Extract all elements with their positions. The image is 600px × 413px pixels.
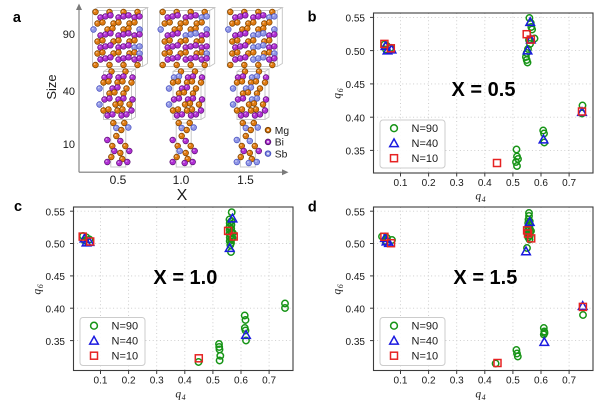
svg-text:0.40: 0.40 — [346, 113, 366, 124]
svg-text:0.2: 0.2 — [422, 178, 436, 189]
svg-text:0.1: 0.1 — [94, 376, 108, 387]
svg-text:0.35: 0.35 — [46, 337, 66, 348]
svg-text:0.45: 0.45 — [346, 80, 366, 91]
svg-text:Size: Size — [44, 74, 59, 99]
svg-text:X: X — [177, 187, 188, 204]
svg-text:N=40: N=40 — [112, 335, 139, 347]
svg-text:0.3: 0.3 — [150, 376, 164, 387]
svg-text:0.4: 0.4 — [478, 178, 492, 189]
svg-text:N=90: N=90 — [412, 123, 439, 135]
svg-text:10: 10 — [63, 139, 75, 151]
svg-text:q6: q6 — [332, 88, 345, 99]
svg-text:90: 90 — [63, 29, 75, 41]
svg-text:1.5: 1.5 — [237, 173, 254, 187]
svg-text:N=40: N=40 — [412, 138, 439, 150]
svg-text:c: c — [14, 199, 22, 215]
svg-text:X = 1.5: X = 1.5 — [453, 267, 517, 289]
svg-text:0.45: 0.45 — [346, 272, 366, 283]
svg-text:q4: q4 — [175, 389, 186, 402]
svg-text:q6: q6 — [32, 284, 45, 295]
svg-text:0.2: 0.2 — [422, 376, 436, 387]
svg-text:0.50: 0.50 — [346, 47, 366, 58]
svg-text:0.6: 0.6 — [534, 178, 548, 189]
svg-text:N=40: N=40 — [412, 335, 439, 347]
svg-text:0.55: 0.55 — [346, 14, 366, 25]
svg-text:N=10: N=10 — [412, 350, 439, 362]
svg-text:q4: q4 — [475, 389, 486, 402]
svg-text:0.3: 0.3 — [450, 376, 464, 387]
svg-text:q6: q6 — [332, 284, 345, 295]
svg-text:N=10: N=10 — [412, 153, 439, 165]
svg-text:0.5: 0.5 — [206, 376, 220, 387]
svg-text:0.50: 0.50 — [46, 240, 66, 251]
svg-text:0.6: 0.6 — [234, 376, 248, 387]
svg-text:0.7: 0.7 — [562, 178, 576, 189]
svg-text:N=90: N=90 — [412, 320, 439, 332]
svg-text:a: a — [13, 10, 22, 26]
svg-text:0.7: 0.7 — [562, 376, 576, 387]
svg-text:X = 1.0: X = 1.0 — [153, 267, 217, 289]
svg-text:0.40: 0.40 — [46, 304, 66, 315]
svg-text:d: d — [308, 199, 317, 215]
svg-text:0.50: 0.50 — [346, 240, 366, 251]
svg-text:X = 0.5: X = 0.5 — [452, 79, 516, 101]
svg-text:0.5: 0.5 — [506, 178, 520, 189]
svg-text:0.35: 0.35 — [346, 147, 366, 158]
svg-text:0.1: 0.1 — [394, 178, 408, 189]
svg-text:0.1: 0.1 — [394, 376, 408, 387]
svg-text:q4: q4 — [475, 191, 486, 204]
svg-text:0.6: 0.6 — [534, 376, 548, 387]
svg-text:0.7: 0.7 — [262, 376, 276, 387]
svg-text:0.2: 0.2 — [122, 376, 136, 387]
svg-text:0.55: 0.55 — [346, 207, 366, 218]
svg-text:1.0: 1.0 — [173, 173, 190, 187]
svg-text:0.4: 0.4 — [478, 376, 492, 387]
svg-text:0.40: 0.40 — [346, 304, 366, 315]
svg-text:0.5: 0.5 — [110, 173, 127, 187]
svg-text:40: 40 — [63, 86, 75, 98]
svg-text:0.35: 0.35 — [346, 337, 366, 348]
svg-text:0.55: 0.55 — [46, 207, 66, 218]
svg-text:Bi: Bi — [275, 138, 284, 149]
svg-text:0.3: 0.3 — [450, 178, 464, 189]
svg-text:N=10: N=10 — [112, 350, 139, 362]
svg-text:Sb: Sb — [275, 149, 288, 160]
svg-text:b: b — [308, 10, 317, 26]
svg-text:0.45: 0.45 — [46, 272, 66, 283]
svg-text:Mg: Mg — [275, 126, 290, 137]
svg-text:0.5: 0.5 — [506, 376, 520, 387]
svg-text:0.4: 0.4 — [178, 376, 192, 387]
svg-text:N=90: N=90 — [112, 320, 139, 332]
